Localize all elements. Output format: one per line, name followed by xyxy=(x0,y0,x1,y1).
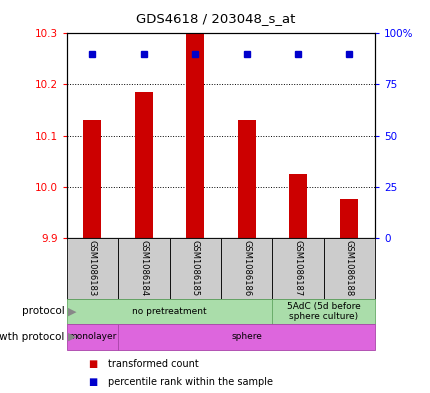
Bar xyxy=(340,200,357,238)
Text: GDS4618 / 203048_s_at: GDS4618 / 203048_s_at xyxy=(135,12,295,25)
Text: GSM1086185: GSM1086185 xyxy=(190,240,199,296)
Bar xyxy=(118,238,169,299)
Bar xyxy=(118,324,374,350)
Bar xyxy=(288,174,306,238)
Text: sphere: sphere xyxy=(230,332,261,342)
Text: GSM1086183: GSM1086183 xyxy=(88,240,97,296)
Bar xyxy=(221,238,272,299)
Bar xyxy=(323,238,374,299)
Text: 5AdC (5d before
sphere culture): 5AdC (5d before sphere culture) xyxy=(286,302,359,321)
Bar xyxy=(186,33,204,238)
Bar xyxy=(169,238,221,299)
Bar xyxy=(83,120,101,238)
Text: no pretreatment: no pretreatment xyxy=(132,307,206,316)
Text: transformed count: transformed count xyxy=(108,359,198,369)
Bar xyxy=(237,120,255,238)
Bar xyxy=(272,299,374,324)
Bar xyxy=(135,92,153,238)
Text: ■: ■ xyxy=(88,359,97,369)
Text: monolayer: monolayer xyxy=(68,332,117,342)
Text: ▶: ▶ xyxy=(68,307,76,316)
Text: GSM1086187: GSM1086187 xyxy=(293,240,302,296)
Text: ■: ■ xyxy=(88,377,97,387)
Text: growth protocol: growth protocol xyxy=(0,332,64,342)
Text: GSM1086184: GSM1086184 xyxy=(139,240,148,296)
Bar xyxy=(67,238,118,299)
Text: GSM1086186: GSM1086186 xyxy=(242,240,251,296)
Text: percentile rank within the sample: percentile rank within the sample xyxy=(108,377,272,387)
Text: GSM1086188: GSM1086188 xyxy=(344,240,353,296)
Bar xyxy=(67,324,118,350)
Text: ▶: ▶ xyxy=(68,332,76,342)
Text: protocol: protocol xyxy=(22,307,64,316)
Bar xyxy=(272,238,323,299)
Bar xyxy=(67,299,272,324)
